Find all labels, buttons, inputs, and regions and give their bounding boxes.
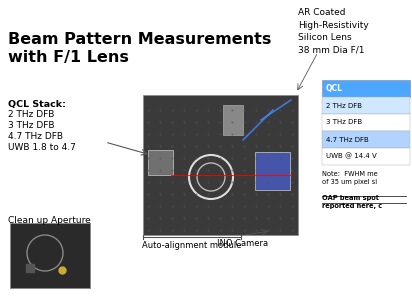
Text: 2 THz DFB: 2 THz DFB [326, 103, 362, 109]
Bar [143, 95, 298, 235]
Text: 2 THz DFB: 2 THz DFB [8, 110, 54, 119]
Bar [322, 114, 410, 131]
Bar [255, 152, 290, 190]
Text: Beam Pattern Measurements: Beam Pattern Measurements [8, 32, 272, 47]
Bar [322, 80, 410, 97]
Text: 3 THz DFB: 3 THz DFB [326, 119, 362, 125]
Bar [322, 148, 410, 165]
Bar [322, 97, 410, 114]
Text: 4.7 THz DFB: 4.7 THz DFB [8, 132, 63, 141]
Bar [223, 105, 243, 135]
Text: Auto-alignment module: Auto-alignment module [142, 241, 242, 250]
Text: Clean up Aperture: Clean up Aperture [8, 216, 91, 225]
Text: Note:  FWHM me
of 35 um pixel si: Note: FWHM me of 35 um pixel si [322, 171, 378, 185]
Text: AR Coated
High-Resistivity
Silicon Lens
38 mm Dia F/1: AR Coated High-Resistivity Silicon Lens … [298, 8, 369, 55]
Bar [10, 223, 90, 288]
Text: 4.7 THz DFB: 4.7 THz DFB [326, 136, 369, 142]
Text: OAP beam spot
reported here, c: OAP beam spot reported here, c [322, 195, 382, 209]
Text: with F/1 Lens: with F/1 Lens [8, 50, 129, 65]
Text: UWB @ 14.4 V: UWB @ 14.4 V [326, 153, 377, 160]
Text: UWB 1.8 to 4.7: UWB 1.8 to 4.7 [8, 143, 76, 152]
Text: QCL Stack:: QCL Stack: [8, 100, 66, 109]
Text: 3 THz DFB: 3 THz DFB [8, 121, 54, 130]
Text: QCL: QCL [326, 84, 343, 93]
Text: INO Camera: INO Camera [218, 239, 269, 248]
Bar [322, 131, 410, 148]
Bar [148, 150, 173, 175]
